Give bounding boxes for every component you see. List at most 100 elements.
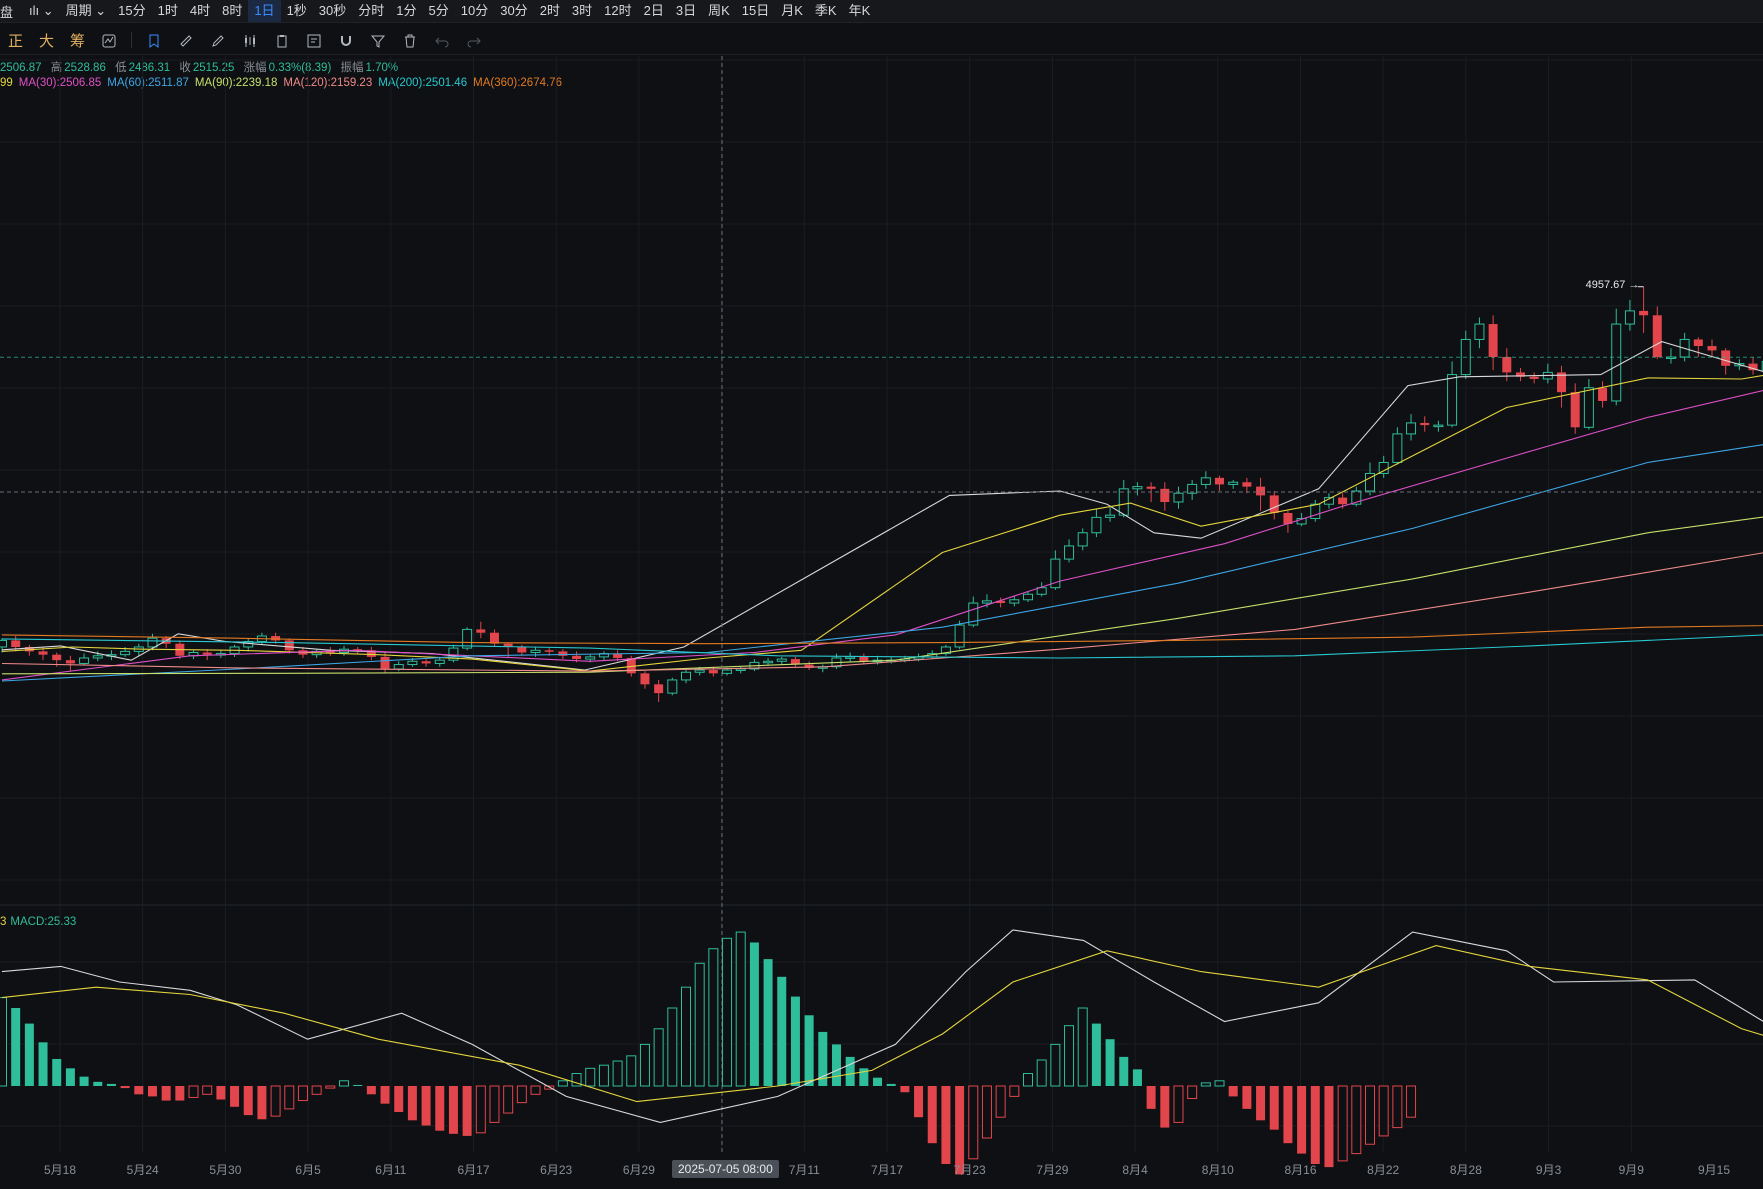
interval-tab[interactable]: 15分 [118, 3, 146, 18]
x-axis-tick-label: 5月24 [126, 1163, 159, 1177]
interval-tab[interactable]: 2时 [539, 3, 560, 18]
macd-bar [230, 1086, 240, 1107]
macd-bar [1023, 1073, 1033, 1087]
candle-body [1570, 392, 1580, 428]
candle-body [763, 660, 774, 664]
undo-icon[interactable] [426, 31, 458, 48]
candle-body [1433, 424, 1444, 428]
filter-icon[interactable] [362, 31, 394, 48]
chart-mode-button[interactable]: 正 [8, 32, 24, 50]
interval-tab[interactable]: 15日 [741, 3, 770, 18]
macd-bar [1050, 1043, 1061, 1087]
interval-tab[interactable]: 分时 [358, 3, 385, 18]
chart-mode-button[interactable]: 筹 [70, 32, 86, 50]
redo-icon[interactable] [458, 31, 490, 48]
candle-body [1256, 486, 1266, 496]
bookmark-icon[interactable] [138, 31, 170, 48]
macd-bar [216, 1086, 226, 1100]
interval-tab[interactable]: 12时 [604, 3, 632, 18]
macd-bar [1132, 1069, 1142, 1086]
macd-bar [202, 1085, 213, 1095]
interval-tab[interactable]: 3时 [571, 3, 593, 18]
interval-tab[interactable]: 3日 [675, 3, 697, 18]
candle-body [1515, 372, 1525, 377]
candle-body [448, 647, 459, 661]
interval-tab[interactable]: 1分 [396, 3, 417, 18]
macd-bar [93, 1081, 103, 1086]
macd-bar [968, 1085, 979, 1160]
magnet-icon[interactable] [330, 31, 362, 48]
candle-body [1502, 357, 1512, 373]
macd-bar [859, 1068, 869, 1086]
macd-bar [790, 996, 800, 1086]
interval-tab[interactable]: 月K [781, 3, 803, 18]
macd-bar [777, 976, 787, 1086]
candle-body [859, 656, 869, 662]
macd-bar [639, 1043, 650, 1087]
candle-body [421, 661, 431, 664]
macd-bar [516, 1085, 527, 1104]
macd-bar [886, 1083, 896, 1086]
candlestick-chart-icon[interactable]: ılı ⌄ [29, 3, 54, 18]
candle-body [1611, 323, 1622, 402]
interval-tab[interactable]: 季K [814, 3, 837, 18]
delete-icon[interactable] [394, 31, 426, 48]
ma-legend: 99 MA(30):2506.85 MA(60):2511.87 MA(90):223… [0, 77, 568, 89]
candle-body [1624, 310, 1635, 325]
macd-bar [585, 1067, 596, 1087]
chart-mode-button[interactable]: 大 [39, 32, 55, 50]
ma10-line [1, 374, 1763, 672]
interval-tab[interactable]: 5分 [428, 3, 449, 18]
interval-tab[interactable]: 30分 [500, 3, 528, 18]
interval-tab[interactable]: 1时 [157, 3, 178, 18]
interval-tab[interactable]: 2日 [643, 3, 664, 18]
candle-body [1064, 545, 1075, 560]
ma-legend-item: MA(60):2511.87 [107, 77, 189, 89]
candle-body [558, 651, 568, 656]
macd-bar [1269, 1086, 1279, 1130]
edit-note-icon[interactable] [298, 31, 330, 48]
x-axis-tick-label: 7月17 [870, 1163, 904, 1177]
draw-pen-icon[interactable] [202, 31, 234, 48]
interval-tab[interactable]: 10分 [460, 3, 489, 18]
x-axis-tick-label: 7月23 [953, 1163, 986, 1177]
interval-tab[interactable]: 年K [848, 3, 871, 18]
macd-bar [1173, 1085, 1184, 1123]
macd-bar [489, 1085, 500, 1123]
indicator-icon[interactable] [93, 31, 125, 48]
macd-bar [52, 1058, 62, 1086]
candle-body [1310, 503, 1321, 519]
macd-bar [188, 1085, 199, 1098]
candle-body [1050, 558, 1061, 589]
ma-legend-item: MA(120):2159.23 [283, 77, 373, 89]
ma200-line [1, 634, 1763, 659]
macd-bar [900, 1086, 910, 1093]
interval-tab[interactable]: 4时 [189, 3, 211, 18]
candle-body [954, 624, 965, 648]
interval-tab[interactable]: 8时 [222, 3, 243, 18]
period-dropdown[interactable]: 周期 ⌄ [65, 3, 107, 18]
candle-body [1598, 387, 1608, 401]
interval-tab[interactable]: 周K [708, 3, 730, 18]
macd-bar [955, 1086, 965, 1175]
candle-body [1105, 514, 1116, 518]
clipboard-icon[interactable] [266, 31, 298, 48]
macd-dea-line [1, 945, 1763, 1103]
interval-tab[interactable]: 30秒 [318, 3, 347, 18]
interval-tab[interactable]: 1日 [248, 0, 281, 22]
x-axis-tick-label: 7月11 [788, 1163, 820, 1177]
x-axis-tick-label: 9月15 [1697, 1163, 1731, 1177]
macd-bar [653, 1028, 664, 1087]
candle-compare-icon[interactable] [234, 31, 266, 48]
macd-bar [831, 1044, 841, 1086]
interval-tab[interactable]: 1秒 [286, 3, 307, 18]
ruler-icon[interactable] [170, 31, 202, 48]
candle-body [1200, 477, 1211, 485]
candle-body [1365, 472, 1375, 492]
candle-body [654, 684, 664, 694]
macd-bar [1365, 1085, 1375, 1145]
candle-body [1351, 490, 1362, 505]
candle-body [0, 639, 7, 648]
macd-bar [763, 959, 773, 1086]
